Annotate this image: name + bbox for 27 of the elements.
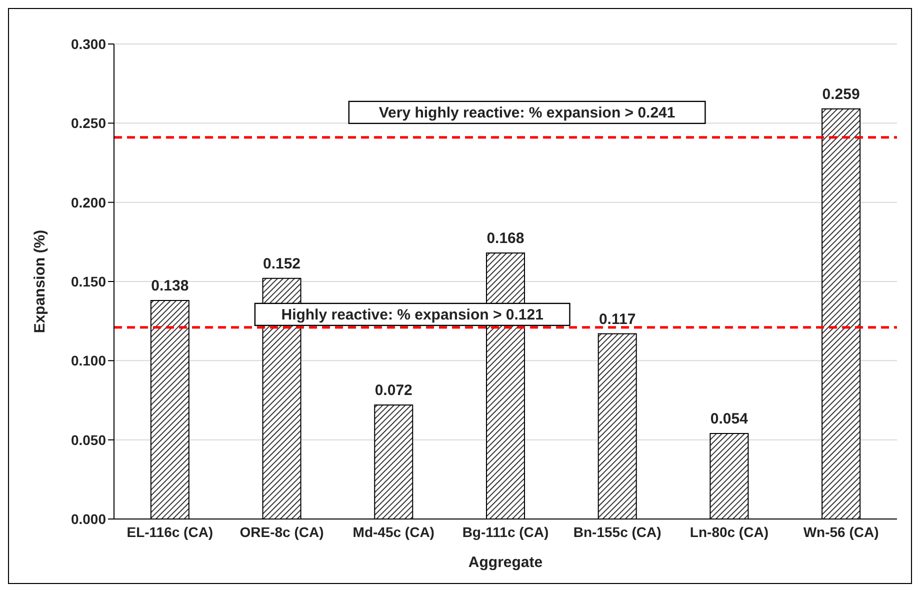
x-tick-label: Bn-155c (CA)	[573, 524, 662, 540]
data-label: 0.054	[710, 410, 749, 428]
x-tick-label: Wn-56 (CA)	[803, 524, 879, 540]
data-label: 0.138	[151, 278, 189, 294]
y-tick-label: 0.300	[70, 36, 106, 52]
callout-box: Very highly reactive: % expansion > 0.241	[348, 100, 706, 124]
data-label: 0.117	[598, 310, 636, 328]
x-tick-label: ORE-8c (CA)	[240, 524, 324, 540]
y-tick-label: 0.200	[70, 194, 106, 210]
x-tick-label: EL-116c (CA)	[126, 524, 214, 540]
y-tick-label: 0.100	[70, 352, 106, 369]
data-label: 0.152	[262, 255, 301, 272]
callout-box: Highly reactive: % expansion > 0.121	[254, 302, 570, 326]
ref-line-label: Highly reactive: % expansion > 0.121	[281, 306, 544, 324]
data-label: 0.168	[486, 230, 524, 247]
x-tick-label: Ln-80c (CA)	[690, 524, 768, 540]
x-tick-label: Md-45c (CA)	[352, 524, 434, 540]
ref-line-label: Very highly reactive: % expansion > 0.241	[378, 104, 676, 122]
y-tick-label: 0.250	[70, 115, 106, 132]
y-tick-label: 0.050	[70, 432, 106, 448]
y-tick-label: 0.000	[70, 510, 106, 527]
data-label: 0.072	[374, 382, 412, 399]
x-axis-title: Aggregate	[468, 554, 543, 571]
y-axis-title: Expansion (%)	[31, 230, 48, 334]
data-label: 0.259	[822, 86, 860, 103]
x-tick-label: Bg-111c (CA)	[462, 524, 549, 540]
y-tick-label: 0.150	[70, 273, 106, 290]
